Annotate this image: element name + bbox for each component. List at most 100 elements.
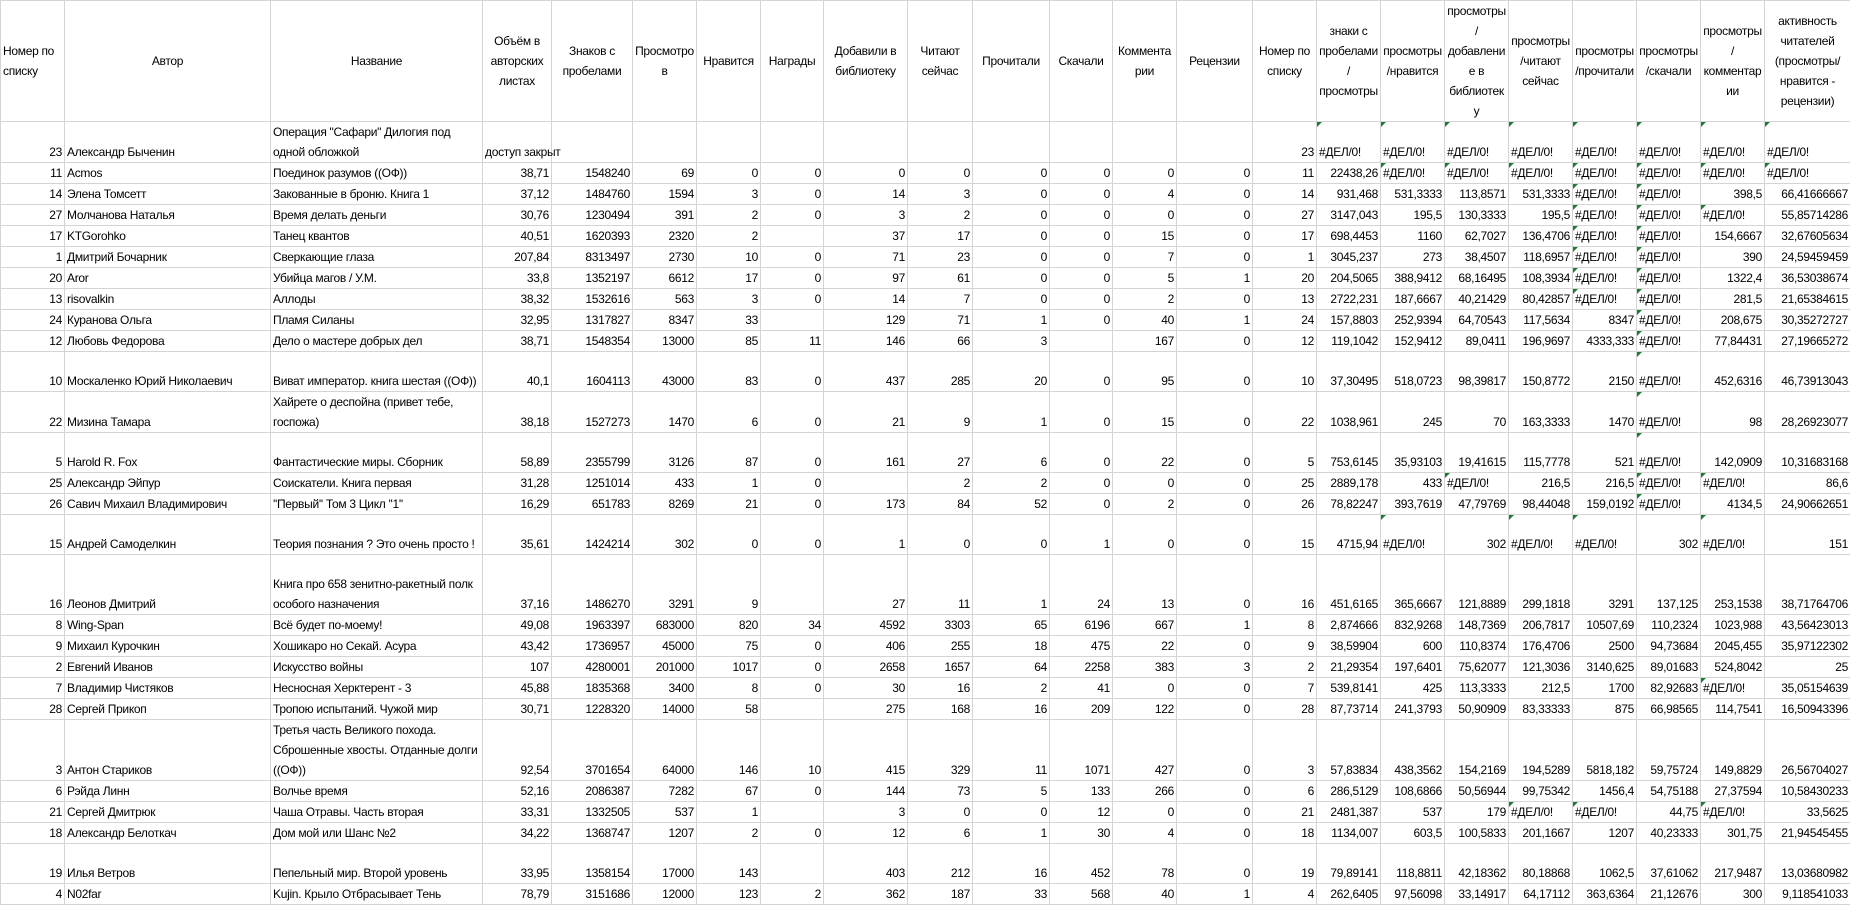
author-cell[interactable]: Куранова Ольга — [65, 310, 271, 331]
cell[interactable]: #ДЕЛ/0! — [1381, 163, 1445, 184]
author-cell[interactable]: Москаленко Юрий Николаевич — [65, 352, 271, 392]
cell[interactable]: 16,50943396 — [1765, 699, 1850, 720]
cell[interactable]: 71 — [824, 247, 908, 268]
cell[interactable]: 35,97122302 — [1765, 636, 1850, 657]
cell[interactable]: 1700 — [1573, 678, 1637, 699]
cell[interactable]: 66,41666667 — [1765, 184, 1850, 205]
cell[interactable]: 86,6 — [1765, 473, 1850, 494]
cell[interactable]: 1657 — [908, 657, 973, 678]
cell[interactable]: 281,5 — [1701, 289, 1765, 310]
cell[interactable]: 12 — [1253, 331, 1317, 352]
cell[interactable]: 16 — [908, 678, 973, 699]
cell[interactable]: 0 — [1177, 331, 1253, 352]
cell[interactable]: 698,4453 — [1317, 226, 1381, 247]
cell[interactable]: 0 — [1050, 310, 1113, 331]
author-cell[interactable]: Александр Эйпур — [65, 473, 271, 494]
cell[interactable]: 11 — [1, 163, 65, 184]
cell[interactable]: доступ закрыт — [483, 122, 552, 163]
title-cell[interactable]: Дом мой или Шанс №2 — [271, 823, 483, 844]
cell[interactable]: 31,28 — [483, 473, 552, 494]
cell[interactable]: 451,6165 — [1317, 555, 1381, 615]
cell[interactable]: 20 — [1253, 268, 1317, 289]
cell[interactable]: 0 — [761, 636, 824, 657]
cell[interactable] — [633, 122, 697, 163]
cell[interactable]: 1023,988 — [1701, 615, 1765, 636]
cell[interactable]: 25 — [1, 473, 65, 494]
cell[interactable]: #ДЕЛ/0! — [1317, 122, 1381, 163]
cell[interactable]: 19,41615 — [1445, 433, 1509, 473]
cell[interactable]: 433 — [633, 473, 697, 494]
cell[interactable]: 531,3333 — [1381, 184, 1445, 205]
cell[interactable]: 14000 — [633, 699, 697, 720]
column-header[interactable]: активность читателей (просмотры/нравится… — [1765, 1, 1850, 122]
cell[interactable]: 475 — [1050, 636, 1113, 657]
cell[interactable]: 390 — [1701, 247, 1765, 268]
cell[interactable]: 79,89141 — [1317, 844, 1381, 884]
cell[interactable]: 2 — [908, 205, 973, 226]
author-cell[interactable]: Wing-Span — [65, 615, 271, 636]
cell[interactable]: 0 — [973, 268, 1050, 289]
cell[interactable]: #ДЕЛ/0! — [1765, 163, 1850, 184]
cell[interactable]: 43,56423013 — [1765, 615, 1850, 636]
cell[interactable]: 4715,94 — [1317, 515, 1381, 555]
cell[interactable]: 4280001 — [552, 657, 633, 678]
cell[interactable] — [761, 122, 824, 163]
cell[interactable]: 2 — [1113, 494, 1177, 515]
cell[interactable]: 212 — [908, 844, 973, 884]
cell[interactable]: 195,5 — [1381, 205, 1445, 226]
column-header[interactable]: Награды — [761, 1, 824, 122]
cell[interactable]: 1486270 — [552, 555, 633, 615]
cell[interactable]: 1 — [1177, 884, 1253, 905]
cell[interactable]: 15 — [1113, 392, 1177, 433]
cell[interactable]: 2730 — [633, 247, 697, 268]
cell[interactable]: 206,7817 — [1509, 615, 1573, 636]
cell[interactable]: 820 — [697, 615, 761, 636]
cell[interactable]: 27 — [908, 433, 973, 473]
column-header[interactable]: знаки с пробелами/просмотры — [1317, 1, 1381, 122]
cell[interactable]: 26 — [1, 494, 65, 515]
cell[interactable]: 0 — [761, 352, 824, 392]
cell[interactable]: 16 — [1, 555, 65, 615]
title-cell[interactable]: Соискатели. Книга первая — [271, 473, 483, 494]
cell[interactable]: 2150 — [1573, 352, 1637, 392]
cell[interactable]: 15 — [1253, 515, 1317, 555]
cell[interactable]: 8347 — [633, 310, 697, 331]
title-cell[interactable]: Искусство войны — [271, 657, 483, 678]
cell[interactable]: 0 — [1050, 205, 1113, 226]
cell[interactable]: 3126 — [633, 433, 697, 473]
cell[interactable]: 110,2324 — [1637, 615, 1701, 636]
cell[interactable] — [1050, 331, 1113, 352]
author-cell[interactable]: Илья Ветров — [65, 844, 271, 884]
cell[interactable]: 537 — [1381, 802, 1445, 823]
cell[interactable]: 10 — [1253, 352, 1317, 392]
cell[interactable]: 9 — [1253, 636, 1317, 657]
cell[interactable]: 393,7619 — [1381, 494, 1445, 515]
cell[interactable]: 98,39817 — [1445, 352, 1509, 392]
cell[interactable]: 1 — [1050, 515, 1113, 555]
cell[interactable]: 15 — [1113, 226, 1177, 247]
cell[interactable]: 33,14917 — [1445, 884, 1509, 905]
cell[interactable]: #ДЕЛ/0! — [1701, 473, 1765, 494]
cell[interactable]: 518,0723 — [1381, 352, 1445, 392]
cell[interactable]: 21 — [1, 802, 65, 823]
cell[interactable]: 0 — [761, 247, 824, 268]
author-cell[interactable]: Андрей Самоделкин — [65, 515, 271, 555]
cell[interactable]: 13 — [1, 289, 65, 310]
cell[interactable]: 2 — [1253, 657, 1317, 678]
column-header[interactable]: Добавили в библиотеку — [824, 1, 908, 122]
cell[interactable]: 50,56944 — [1445, 781, 1509, 802]
cell[interactable]: 3147,043 — [1317, 205, 1381, 226]
cell[interactable]: 19 — [1253, 844, 1317, 884]
cell[interactable]: #ДЕЛ/0! — [1637, 247, 1701, 268]
cell[interactable]: 80,42857 — [1509, 289, 1573, 310]
cell[interactable]: #ДЕЛ/0! — [1637, 289, 1701, 310]
cell[interactable]: 207,84 — [483, 247, 552, 268]
title-cell[interactable]: Поединок разумов ((ОФ)) — [271, 163, 483, 184]
title-cell[interactable]: Время делать деньги — [271, 205, 483, 226]
cell[interactable]: 115,7778 — [1509, 433, 1573, 473]
cell[interactable]: 2 — [908, 473, 973, 494]
column-header[interactable]: Название — [271, 1, 483, 122]
cell[interactable]: 1322,4 — [1701, 268, 1765, 289]
cell[interactable]: 64,17112 — [1509, 884, 1573, 905]
cell[interactable]: 2355799 — [552, 433, 633, 473]
